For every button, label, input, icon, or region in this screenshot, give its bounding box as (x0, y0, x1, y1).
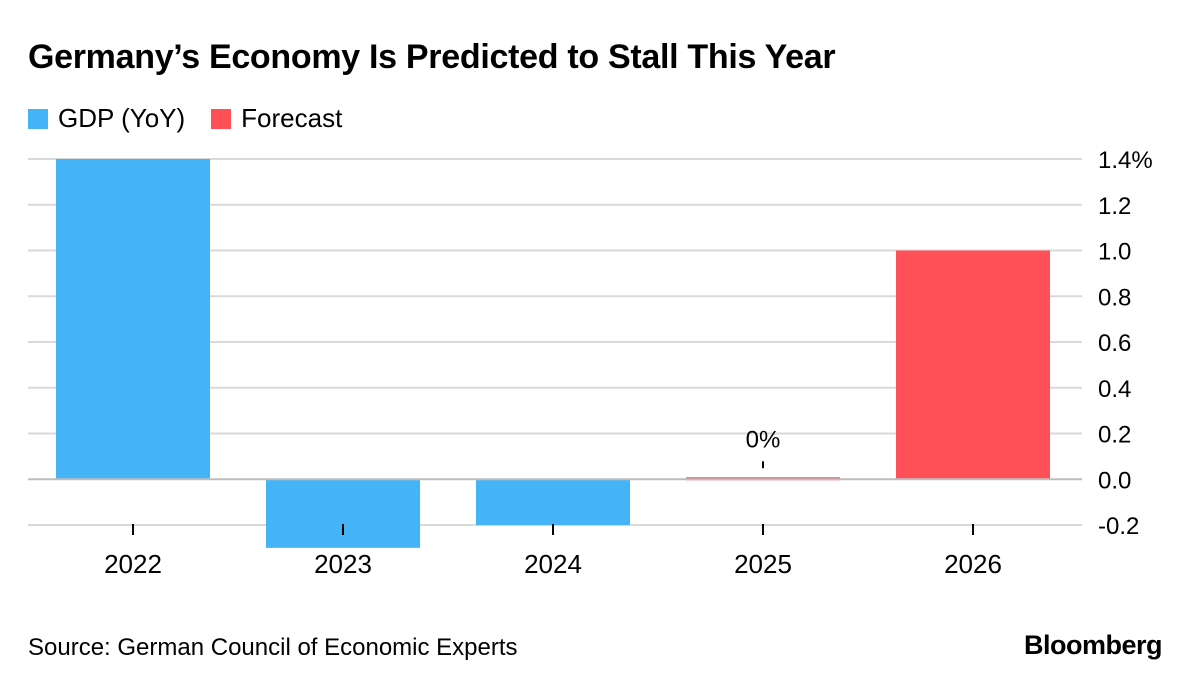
y-tick-label: 0.6 (1098, 330, 1131, 357)
chart-title: Germany’s Economy Is Predicted to Stall … (28, 38, 836, 76)
y-tick-label: 0.0 (1098, 467, 1131, 494)
legend: GDP (YoY) Forecast (28, 103, 368, 134)
legend-swatch-gdp (28, 108, 48, 129)
bar-2024 (476, 479, 630, 525)
legend-label-forecast: Forecast (241, 103, 343, 133)
annotation-label: 0% (746, 426, 781, 453)
y-tick-label: 1.4% (1098, 147, 1153, 174)
x-tick-label: 2026 (944, 549, 1002, 579)
bar-2023 (266, 479, 420, 548)
legend-item-forecast: Forecast (211, 103, 342, 134)
legend-label-gdp: GDP (YoY) (58, 103, 186, 133)
y-tick-label: 1.2 (1098, 193, 1131, 220)
bloomberg-logo: Bloomberg (1023, 630, 1163, 660)
y-tick-label: 0.4 (1098, 376, 1131, 403)
legend-item-gdp: GDP (YoY) (28, 103, 185, 134)
legend-swatch-forecast (211, 108, 232, 129)
y-tick-label: 1.0 (1098, 239, 1131, 266)
y-tick-label: -0.2 (1098, 513, 1139, 540)
bar-2022 (56, 159, 210, 480)
bar-2026 (896, 250, 1050, 480)
source-note: Source: German Council of Economic Exper… (28, 634, 518, 661)
x-tick-label: 2025 (734, 549, 792, 579)
x-tick-label: 2023 (314, 549, 372, 579)
y-tick-label: 0.8 (1098, 284, 1131, 311)
x-tick-label: 2022 (104, 549, 162, 579)
y-tick-label: 0.2 (1098, 422, 1131, 449)
x-tick-label: 2024 (524, 549, 582, 579)
